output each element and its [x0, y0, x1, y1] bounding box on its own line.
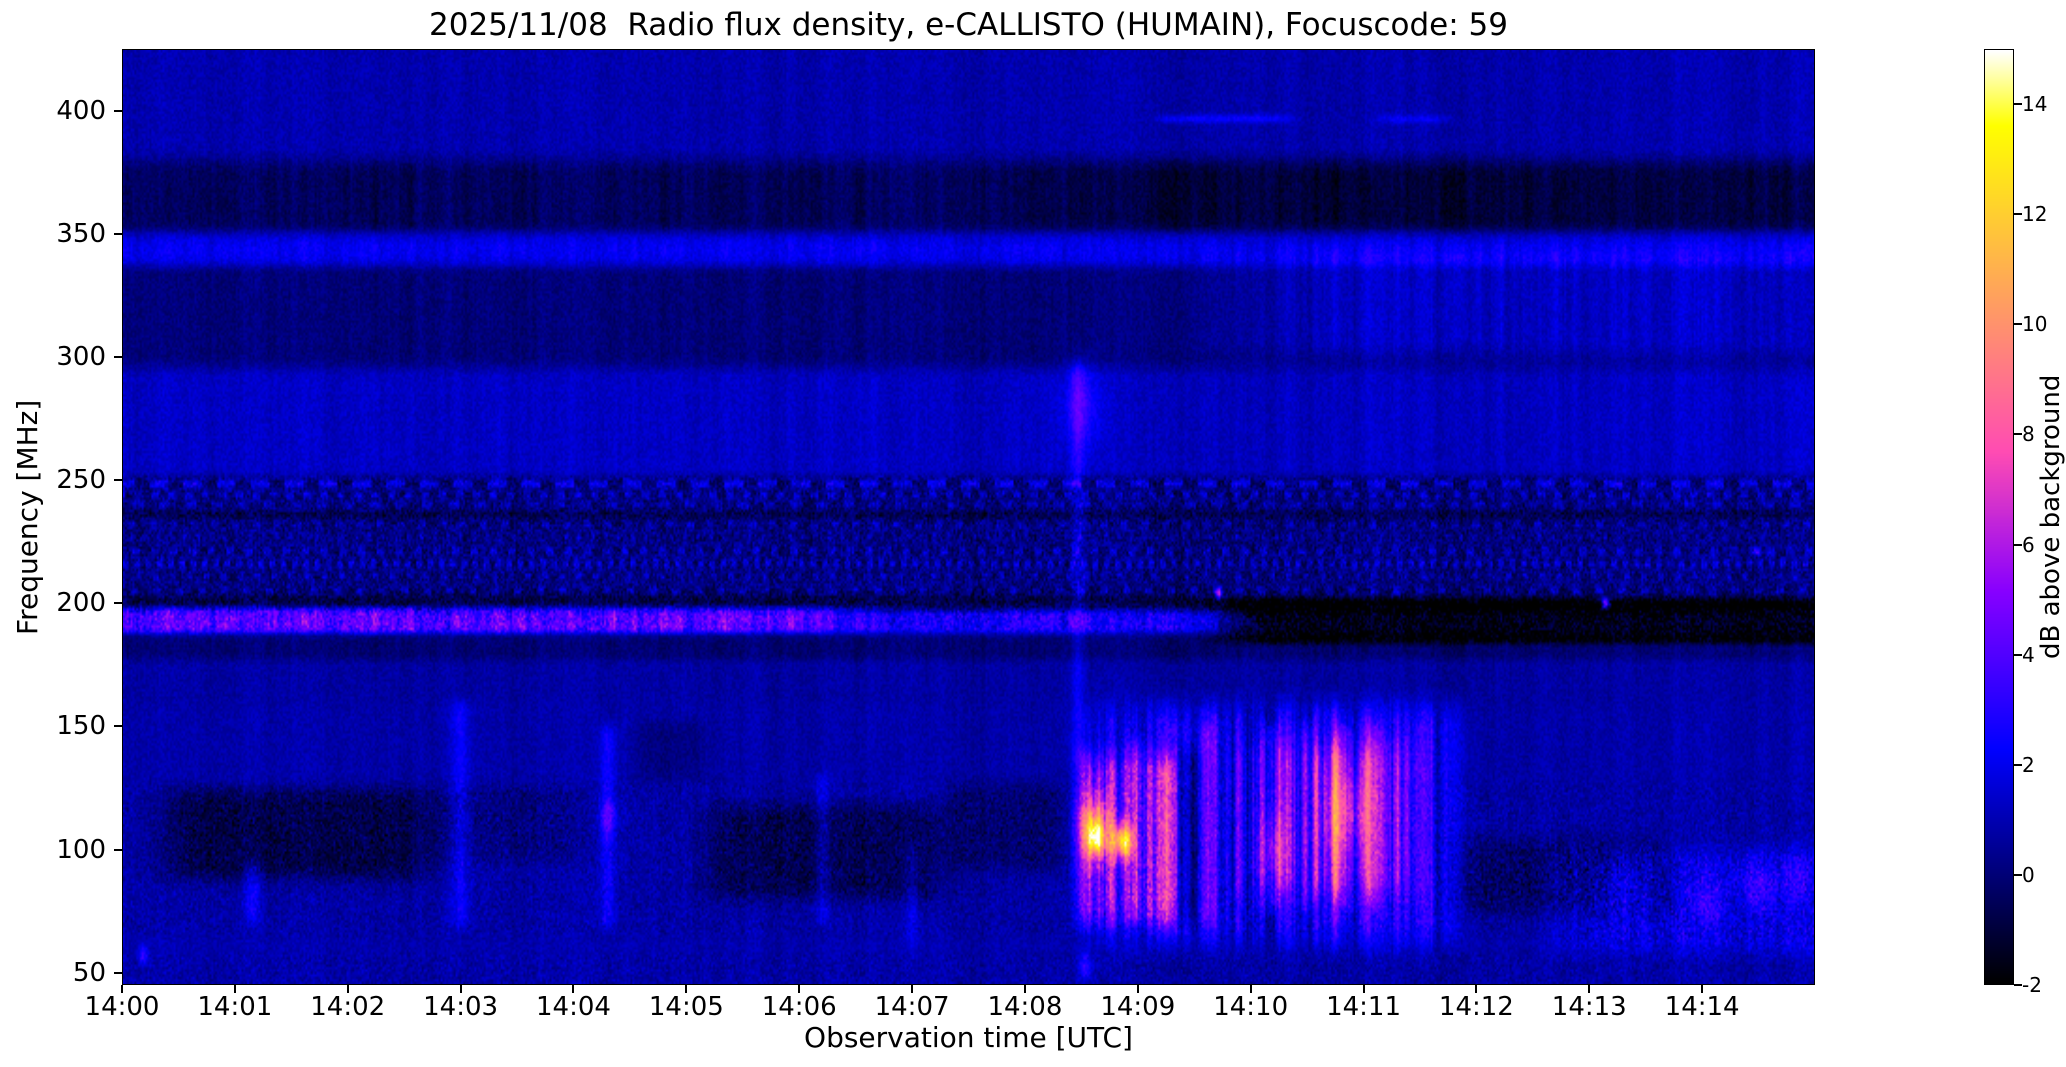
x-tick-label: 14:12 [1438, 992, 1514, 1022]
colorbar-tick-mark [2014, 543, 2022, 546]
x-axis-label: Observation time [UTC] [804, 1021, 1133, 1054]
x-tick-label: 14:11 [1326, 992, 1401, 1022]
x-tick-mark [685, 985, 688, 993]
y-tick-mark [114, 602, 122, 605]
colorbar-tick-label: 14 [2022, 92, 2048, 117]
x-tick-label: 14:04 [535, 992, 611, 1022]
colorbar-tick-mark [2014, 323, 2022, 326]
colorbar-tick-mark [2014, 213, 2022, 216]
chart-title: 2025/11/08 Radio flux density, e-CALLIST… [429, 7, 1508, 43]
x-tick-label: 14:09 [1100, 992, 1176, 1022]
x-tick-label: 14:10 [1213, 992, 1289, 1022]
colorbar-tick-label: 4 [2022, 642, 2035, 667]
y-tick-label: 100 [56, 834, 106, 865]
colorbar-tick-label: 6 [2022, 532, 2035, 557]
y-tick-label: 200 [56, 588, 106, 619]
x-tick-label: 14:08 [987, 992, 1063, 1022]
x-tick-mark [798, 985, 801, 993]
colorbar-tick-mark [2014, 763, 2022, 766]
colorbar-tick-mark [2014, 984, 2022, 986]
x-tick-label: 14:02 [310, 992, 386, 1022]
x-tick-mark [121, 985, 123, 993]
colorbar-tick-mark [2014, 873, 2022, 876]
y-tick-mark [114, 355, 122, 358]
x-tick-label: 14:14 [1664, 992, 1740, 1022]
y-tick-mark [114, 725, 122, 728]
colorbar-tick-label: 10 [2022, 312, 2048, 337]
y-tick-label: 250 [56, 465, 106, 496]
y-tick-label: 350 [56, 218, 106, 249]
x-tick-mark [1362, 985, 1365, 993]
x-tick-label: 14:06 [761, 992, 837, 1022]
x-tick-mark [233, 985, 236, 993]
x-tick-label: 14:13 [1551, 992, 1627, 1022]
y-tick-label: 50 [72, 957, 106, 988]
x-tick-label: 14:01 [197, 992, 273, 1022]
colorbar-tick-label: -2 [2022, 973, 2042, 997]
x-tick-mark [346, 985, 349, 993]
y-tick-mark [114, 479, 122, 482]
colorbar-label: dB above background [2036, 374, 2066, 660]
x-tick-mark [1475, 985, 1478, 993]
y-tick-label: 300 [56, 341, 106, 372]
colorbar [1984, 49, 2014, 985]
y-tick-label: 400 [56, 95, 106, 126]
x-tick-mark [1588, 985, 1591, 993]
y-tick-mark [114, 232, 122, 235]
y-tick-mark [114, 109, 122, 112]
y-axis-label: Frequency [MHz] [11, 399, 44, 635]
colorbar-tick-label: 2 [2022, 752, 2035, 777]
x-tick-label: 14:05 [648, 992, 724, 1022]
x-tick-mark [1249, 985, 1252, 993]
colorbar-tick-mark [2014, 433, 2022, 436]
x-tick-mark [1023, 985, 1026, 993]
spectrogram-canvas [123, 50, 1814, 984]
x-tick-mark [572, 985, 575, 993]
y-tick-mark [114, 971, 122, 974]
colorbar-canvas [1985, 50, 2013, 984]
colorbar-tick-mark [2014, 653, 2022, 656]
x-tick-label: 14:00 [84, 992, 160, 1022]
x-tick-mark [1701, 985, 1704, 993]
x-tick-mark [1136, 985, 1139, 993]
x-tick-mark [911, 985, 914, 993]
x-tick-mark [459, 985, 462, 993]
x-tick-label: 14:03 [423, 992, 499, 1022]
plot-area [122, 49, 1815, 985]
colorbar-tick-mark [2014, 103, 2022, 106]
y-tick-mark [114, 848, 122, 851]
colorbar-tick-label: 12 [2022, 202, 2048, 227]
colorbar-tick-label: 8 [2022, 422, 2035, 447]
x-tick-label: 14:07 [874, 992, 950, 1022]
y-tick-label: 150 [56, 711, 106, 742]
colorbar-tick-label: 0 [2022, 862, 2035, 887]
